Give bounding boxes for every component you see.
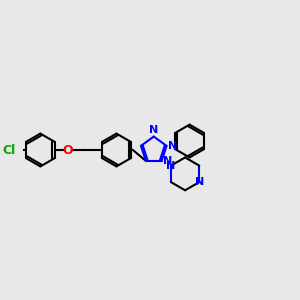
Text: N: N bbox=[166, 161, 176, 171]
Text: N: N bbox=[163, 156, 172, 166]
Text: N: N bbox=[195, 177, 204, 187]
Text: N: N bbox=[149, 125, 158, 135]
Text: O: O bbox=[62, 143, 73, 157]
Text: Cl: Cl bbox=[2, 143, 16, 157]
Text: N: N bbox=[168, 141, 177, 151]
